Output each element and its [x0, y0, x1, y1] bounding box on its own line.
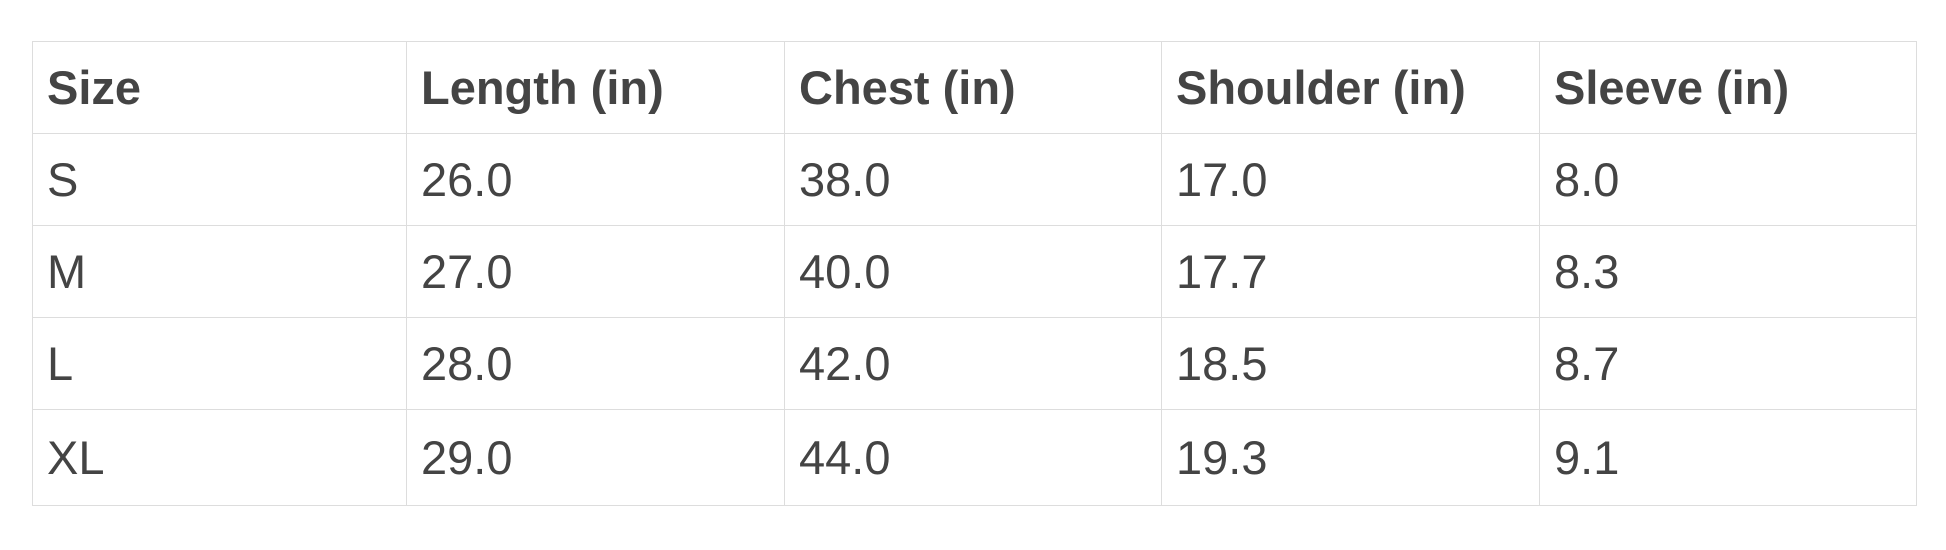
cell-chest: 44.0	[784, 409, 1162, 506]
cell-shoulder: 17.0	[1161, 133, 1540, 226]
cell-shoulder: 19.3	[1161, 409, 1540, 506]
cell-length: 28.0	[406, 317, 785, 410]
cell-size: M	[32, 225, 407, 318]
cell-chest: 38.0	[784, 133, 1162, 226]
header-length: Length (in)	[406, 41, 785, 134]
cell-sleeve: 8.3	[1539, 225, 1917, 318]
table-row: XL 29.0 44.0 19.3 9.1	[32, 409, 1917, 506]
table-row: S 26.0 38.0 17.0 8.0	[32, 133, 1917, 226]
cell-chest: 40.0	[784, 225, 1162, 318]
cell-length: 29.0	[406, 409, 785, 506]
cell-length: 27.0	[406, 225, 785, 318]
header-row: Size Length (in) Chest (in) Shoulder (in…	[32, 41, 1917, 134]
cell-size: L	[32, 317, 407, 410]
table-row: M 27.0 40.0 17.7 8.3	[32, 225, 1917, 318]
cell-shoulder: 17.7	[1161, 225, 1540, 318]
header-shoulder: Shoulder (in)	[1161, 41, 1540, 134]
cell-size: S	[32, 133, 407, 226]
header-size: Size	[32, 41, 407, 134]
table-row: L 28.0 42.0 18.5 8.7	[32, 317, 1917, 410]
cell-sleeve: 8.7	[1539, 317, 1917, 410]
cell-shoulder: 18.5	[1161, 317, 1540, 410]
cell-sleeve: 8.0	[1539, 133, 1917, 226]
cell-length: 26.0	[406, 133, 785, 226]
cell-sleeve: 9.1	[1539, 409, 1917, 506]
cell-chest: 42.0	[784, 317, 1162, 410]
size-chart-table: Size Length (in) Chest (in) Shoulder (in…	[32, 41, 1917, 506]
header-sleeve: Sleeve (in)	[1539, 41, 1917, 134]
header-chest: Chest (in)	[784, 41, 1162, 134]
cell-size: XL	[32, 409, 407, 506]
